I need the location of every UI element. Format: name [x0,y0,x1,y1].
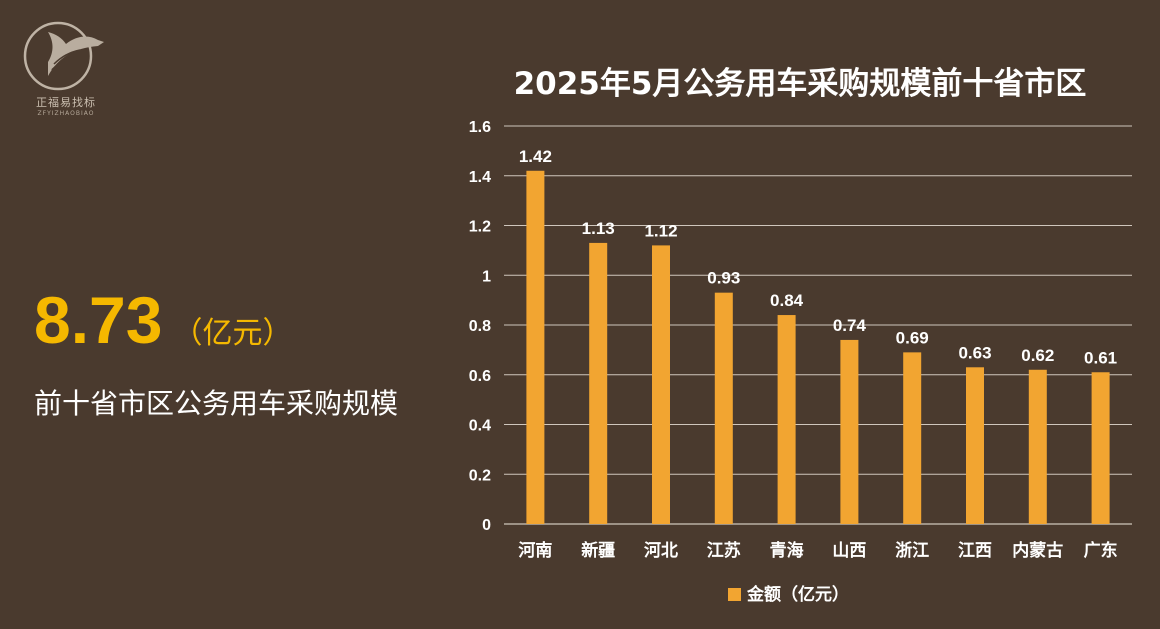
eagle-logo-icon [23,21,104,91]
chart-legend: 金额（亿元） [728,580,849,605]
bar-value-label: 0.74 [833,316,867,335]
bar [1091,372,1110,524]
bar-chart: 0 0.2 0.4 0.6 0.8 1 1.2 1.4 1.6 1.42 河南 1.13 新疆 1.12 河… [469,119,1132,561]
bar-value-label: 0.61 [1084,348,1117,367]
bar [777,315,796,524]
bar [1028,369,1047,524]
bar [652,245,670,524]
x-category-label: 浙江 [895,540,929,561]
bar-value-label: 0.84 [770,291,804,310]
x-category-label: 江西 [958,541,992,561]
summary-unit: （亿元） [172,316,293,351]
bar [714,292,733,524]
bar-value-label: 0.62 [1021,346,1054,365]
y-tick-label: 0.8 [469,318,491,335]
y-tick-label: 0 [482,517,491,534]
bar-value-label: 0.69 [896,328,929,347]
x-category-label: 山西 [832,541,866,561]
summary-total: 8.73 （亿元） [34,282,292,358]
bar-value-label: 0.93 [707,269,740,288]
y-tick-label: 1.4 [469,169,491,186]
chart-title: 2025年5月公务用车采购规模前十省市区 [513,66,1087,102]
x-category-label: 河南 [518,540,552,561]
summary-description: 前十省市区公务用车采购规模 [34,387,399,420]
bar [903,352,922,524]
x-category-label: 江苏 [707,540,741,561]
x-category-label: 河北 [644,541,678,561]
x-category-label: 内蒙古 [1012,540,1063,561]
logo: 正福易找标 ZFYIZHAOBIAO [18,18,114,118]
bar [966,367,984,524]
y-tick-label: 1.2 [469,219,491,236]
y-tick-label: 1.6 [469,119,491,136]
bar [589,242,608,524]
y-tick-label: 0.4 [469,418,491,435]
bar [526,170,545,524]
summary-value: 8.73 [34,283,163,357]
logo-subtext: ZFYIZHAOBIAO [37,110,95,117]
bar-value-label: 0.63 [958,343,991,362]
bar-value-label: 1.42 [519,147,552,166]
legend-label: 金额（亿元） [747,585,849,605]
y-tick-label: 0.2 [469,467,491,484]
x-category-label: 新疆 [581,540,615,561]
x-category-label: 广东 [1084,540,1118,561]
logo-text: 正福易找标 [36,96,96,109]
x-category-label: 青海 [770,540,804,561]
bar-value-label: 1.12 [644,221,677,240]
legend-swatch [728,588,741,601]
y-tick-label: 1 [482,268,491,285]
bar [840,339,859,524]
bar-value-label: 1.13 [582,219,615,238]
y-tick-label: 0.6 [469,368,491,385]
